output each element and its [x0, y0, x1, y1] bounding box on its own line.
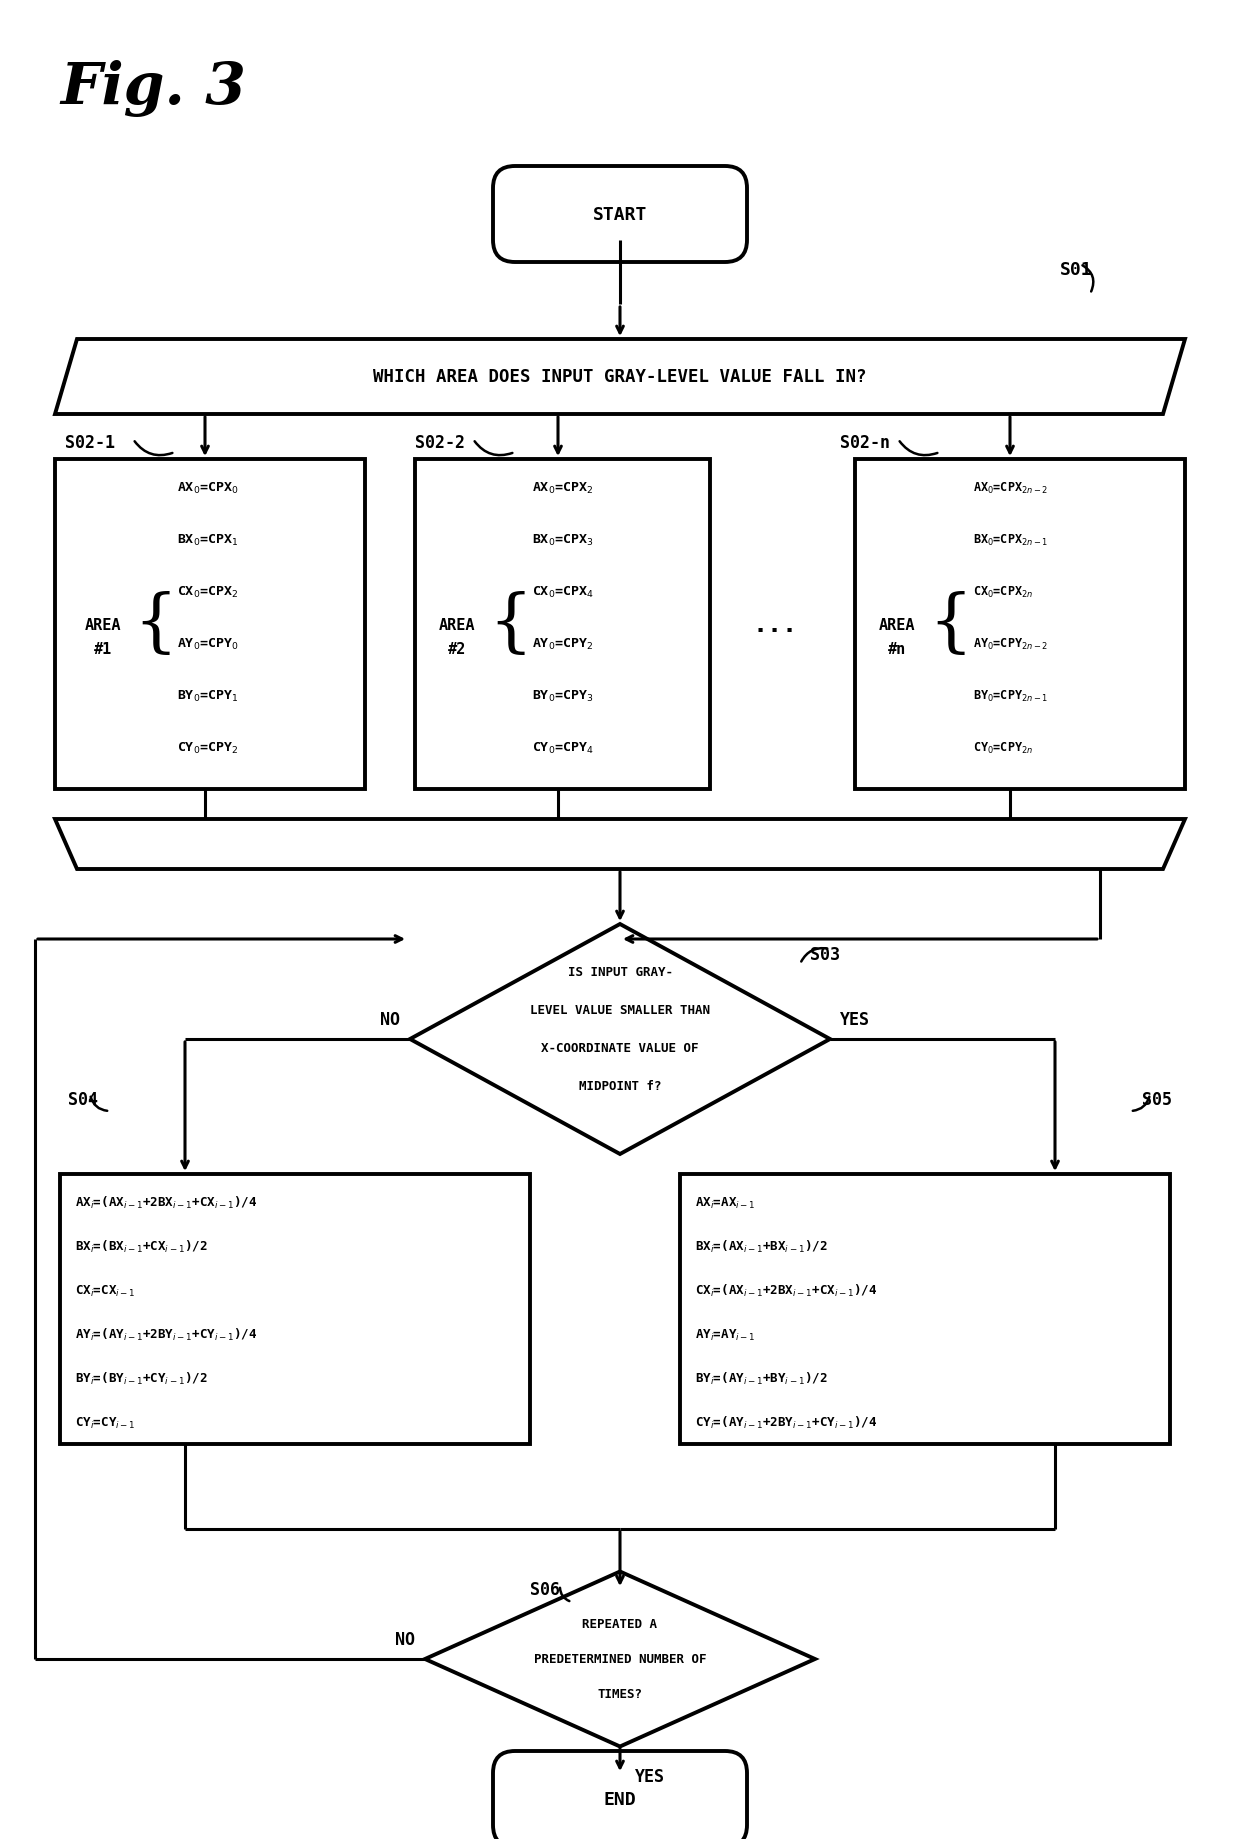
Text: IS INPUT GRAY-: IS INPUT GRAY-	[568, 965, 672, 978]
Text: CX$_0$=CPX$_{2n}$: CX$_0$=CPX$_{2n}$	[973, 585, 1033, 600]
Polygon shape	[55, 820, 1185, 870]
Text: BY$_0$=CPY$_1$: BY$_0$=CPY$_1$	[177, 688, 238, 702]
Text: ...: ...	[753, 612, 797, 636]
Text: NO: NO	[379, 1010, 401, 1028]
Text: YES: YES	[635, 1767, 665, 1786]
Text: CX$_i$=CX$_{i-1}$: CX$_i$=CX$_{i-1}$	[74, 1284, 135, 1298]
Text: WHICH AREA DOES INPUT GRAY-LEVEL VALUE FALL IN?: WHICH AREA DOES INPUT GRAY-LEVEL VALUE F…	[373, 368, 867, 386]
Text: AY$_i$=AY$_{i-1}$: AY$_i$=AY$_{i-1}$	[694, 1326, 755, 1342]
Text: {: {	[133, 592, 177, 658]
Text: CY$_0$=CPY$_4$: CY$_0$=CPY$_4$	[532, 739, 594, 756]
Text: AX$_0$=CPX$_{2n-2}$: AX$_0$=CPX$_{2n-2}$	[973, 480, 1048, 495]
Text: BX$_0$=CPX$_{2n-1}$: BX$_0$=CPX$_{2n-1}$	[973, 531, 1048, 548]
Text: #n: #n	[888, 642, 906, 657]
Text: S03: S03	[810, 945, 839, 964]
Text: END: END	[604, 1789, 636, 1808]
Text: {: {	[487, 592, 532, 658]
Text: CY$_i$=CY$_{i-1}$: CY$_i$=CY$_{i-1}$	[74, 1414, 135, 1429]
Text: CY$_0$=CPY$_2$: CY$_0$=CPY$_2$	[177, 739, 238, 756]
Text: S04: S04	[68, 1091, 98, 1109]
Text: CX$_0$=CPX$_2$: CX$_0$=CPX$_2$	[177, 585, 238, 600]
Text: START: START	[593, 206, 647, 224]
Text: TIMES?: TIMES?	[598, 1688, 642, 1701]
Bar	[55, 460, 365, 789]
Text: AY$_0$=CPY$_{2n-2}$: AY$_0$=CPY$_{2n-2}$	[973, 636, 1048, 651]
Text: AX$_0$=CPX$_0$: AX$_0$=CPX$_0$	[177, 480, 238, 495]
Text: CX$_0$=CPX$_4$: CX$_0$=CPX$_4$	[532, 585, 594, 600]
Text: AX$_i$=AX$_{i-1}$: AX$_i$=AX$_{i-1}$	[694, 1195, 755, 1210]
Text: S05: S05	[1142, 1091, 1172, 1109]
Text: #2: #2	[448, 642, 466, 657]
FancyBboxPatch shape	[494, 1751, 746, 1839]
Bar	[60, 1175, 529, 1444]
Text: AX$_0$=CPX$_2$: AX$_0$=CPX$_2$	[532, 480, 593, 495]
Text: AY$_0$=CPY$_0$: AY$_0$=CPY$_0$	[177, 636, 238, 651]
Text: {: {	[928, 592, 972, 658]
Polygon shape	[425, 1572, 815, 1747]
Text: BX$_i$=(BX$_{i-1}$+CX$_{i-1}$)/2: BX$_i$=(BX$_{i-1}$+CX$_{i-1}$)/2	[74, 1238, 207, 1254]
Text: S01: S01	[1060, 261, 1092, 280]
Text: AY$_0$=CPY$_2$: AY$_0$=CPY$_2$	[532, 636, 593, 651]
Text: CY$_i$=(AY$_{i-1}$+2BY$_{i-1}$+CY$_{i-1}$)/4: CY$_i$=(AY$_{i-1}$+2BY$_{i-1}$+CY$_{i-1}…	[694, 1414, 878, 1431]
Text: S02-n: S02-n	[839, 434, 890, 452]
Text: AY$_i$=(AY$_{i-1}$+2BY$_{i-1}$+CY$_{i-1}$)/4: AY$_i$=(AY$_{i-1}$+2BY$_{i-1}$+CY$_{i-1}…	[74, 1326, 258, 1342]
Text: REPEATED A: REPEATED A	[583, 1618, 657, 1631]
Text: BX$_0$=CPX$_1$: BX$_0$=CPX$_1$	[177, 531, 238, 548]
Text: BY$_0$=CPY$_{2n-1}$: BY$_0$=CPY$_{2n-1}$	[973, 688, 1048, 702]
Text: NO: NO	[396, 1629, 415, 1648]
Text: Fig. 3: Fig. 3	[60, 61, 246, 118]
Polygon shape	[410, 925, 830, 1155]
Text: MIDPOINT f?: MIDPOINT f?	[579, 1079, 661, 1092]
Text: BX$_i$=(AX$_{i-1}$+BX$_{i-1}$)/2: BX$_i$=(AX$_{i-1}$+BX$_{i-1}$)/2	[694, 1238, 827, 1254]
Bar	[680, 1175, 1171, 1444]
Text: CX$_i$=(AX$_{i-1}$+2BX$_{i-1}$+CX$_{i-1}$)/4: CX$_i$=(AX$_{i-1}$+2BX$_{i-1}$+CX$_{i-1}…	[694, 1282, 878, 1298]
Text: CY$_0$=CPY$_{2n}$: CY$_0$=CPY$_{2n}$	[973, 739, 1033, 756]
Text: AREA: AREA	[84, 618, 122, 633]
FancyBboxPatch shape	[494, 167, 746, 263]
Text: BX$_0$=CPX$_3$: BX$_0$=CPX$_3$	[532, 531, 594, 548]
Text: BY$_i$=(AY$_{i-1}$+BY$_{i-1}$)/2: BY$_i$=(AY$_{i-1}$+BY$_{i-1}$)/2	[694, 1370, 827, 1387]
Text: S02-1: S02-1	[64, 434, 115, 452]
Text: BY$_i$=(BY$_{i-1}$+CY$_{i-1}$)/2: BY$_i$=(BY$_{i-1}$+CY$_{i-1}$)/2	[74, 1370, 207, 1387]
Text: PREDETERMINED NUMBER OF: PREDETERMINED NUMBER OF	[533, 1653, 707, 1666]
Text: LEVEL VALUE SMALLER THAN: LEVEL VALUE SMALLER THAN	[529, 1004, 711, 1017]
Text: X-COORDINATE VALUE OF: X-COORDINATE VALUE OF	[541, 1043, 699, 1056]
Text: #1: #1	[94, 642, 112, 657]
Text: S02-2: S02-2	[415, 434, 465, 452]
Text: AX$_i$=(AX$_{i-1}$+2BX$_{i-1}$+CX$_{i-1}$)/4: AX$_i$=(AX$_{i-1}$+2BX$_{i-1}$+CX$_{i-1}…	[74, 1194, 258, 1210]
Bar	[415, 460, 711, 789]
Text: AREA: AREA	[879, 618, 915, 633]
Text: BY$_0$=CPY$_3$: BY$_0$=CPY$_3$	[532, 688, 594, 702]
Polygon shape	[55, 340, 1185, 416]
Bar	[856, 460, 1185, 789]
Text: YES: YES	[839, 1010, 870, 1028]
Text: S06: S06	[529, 1580, 560, 1598]
Text: AREA: AREA	[439, 618, 475, 633]
